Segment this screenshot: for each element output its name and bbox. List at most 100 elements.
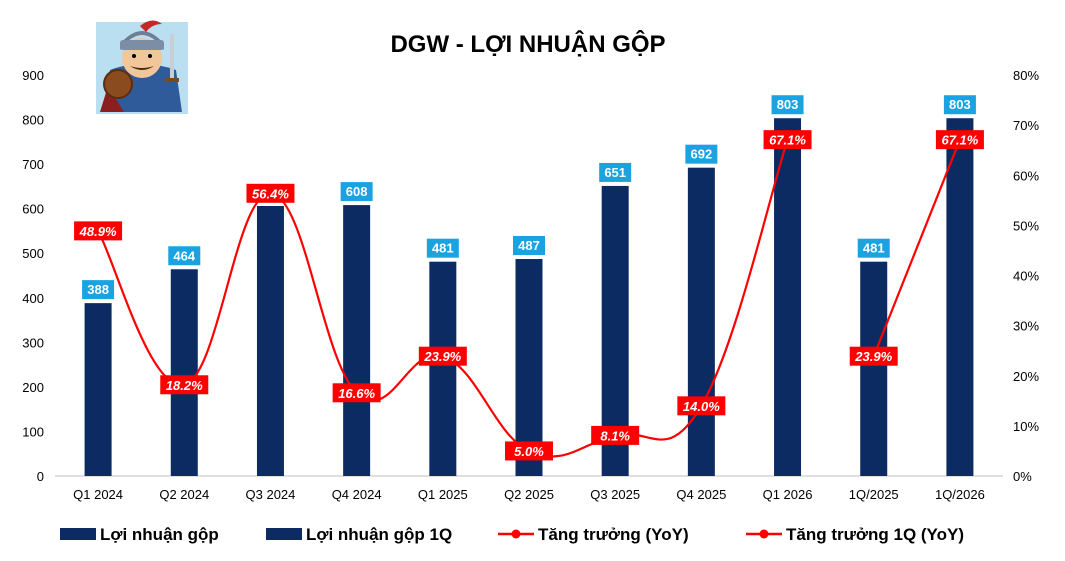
bar-value-label: 608 bbox=[346, 184, 368, 199]
legend-swatch-bar bbox=[60, 528, 96, 540]
legend-swatch-bar bbox=[266, 528, 302, 540]
growth-label-bg bbox=[505, 441, 553, 461]
bar bbox=[170, 269, 198, 476]
y-tick-label: 800 bbox=[22, 113, 44, 128]
bar-label-bg bbox=[340, 182, 373, 202]
y-tick-label: 700 bbox=[22, 157, 44, 172]
growth-value-label: 67.1% bbox=[941, 133, 978, 148]
y-tick-label: 900 bbox=[22, 68, 44, 83]
legend-label: Tăng trưởng (YoY) bbox=[538, 525, 689, 544]
x-tick-label: Q4 2024 bbox=[332, 487, 382, 502]
bar bbox=[687, 167, 715, 477]
legend-item-loi-nhuan-gop: Lợi nhuận gộp bbox=[60, 525, 219, 544]
legend: Lợi nhuận gộp Lợi nhuận gộp 1Q Tăng trưở… bbox=[60, 525, 964, 544]
x-tick-label: Q1 2024 bbox=[73, 487, 123, 502]
growth-label-bg bbox=[418, 346, 467, 366]
y2-tick-label: 20% bbox=[1013, 369, 1039, 384]
x-tick-label: Q1 2025 bbox=[418, 487, 468, 502]
bar-value-label: 481 bbox=[432, 241, 454, 256]
bar bbox=[860, 261, 888, 476]
bar-value-label: 487 bbox=[518, 238, 540, 253]
bar-label-bg bbox=[168, 246, 201, 266]
bars bbox=[84, 118, 974, 477]
y-tick-label: 100 bbox=[22, 424, 44, 439]
growth-value-label: 16.6% bbox=[338, 386, 375, 401]
legend-item-tang-truong: Tăng trưởng (YoY) bbox=[498, 525, 689, 544]
growth-line bbox=[872, 139, 961, 357]
y-axis-right: 0% 10% 20% 30% 40% 50% 60% 70% 80% bbox=[1013, 68, 1039, 484]
y2-tick-label: 40% bbox=[1013, 269, 1039, 284]
growth-label-bg bbox=[332, 383, 381, 403]
bar bbox=[256, 205, 284, 476]
growth-value-label: 5.0% bbox=[514, 444, 544, 459]
bar-value-label: 803 bbox=[949, 97, 971, 112]
y-tick-label: 0 bbox=[37, 469, 44, 484]
bar-value-label: 464 bbox=[173, 248, 195, 263]
y2-tick-label: 10% bbox=[1013, 419, 1039, 434]
y2-tick-label: 70% bbox=[1013, 118, 1039, 133]
y2-tick-label: 30% bbox=[1013, 319, 1039, 334]
growth-value-label: 8.1% bbox=[600, 428, 630, 443]
bar-value-label: 388 bbox=[87, 282, 109, 297]
x-tick-label: 1Q/2025 bbox=[849, 487, 899, 502]
y-tick-label: 200 bbox=[22, 380, 44, 395]
y2-tick-label: 50% bbox=[1013, 218, 1039, 233]
x-tick-label: Q3 2025 bbox=[590, 487, 640, 502]
bar-label-bg bbox=[771, 95, 804, 115]
growth-label-bg bbox=[246, 183, 295, 203]
bar bbox=[343, 205, 371, 476]
bar bbox=[429, 261, 457, 476]
growth-value-label: 14.0% bbox=[683, 399, 720, 414]
growth-label-bg bbox=[763, 130, 812, 150]
growth-label-bg bbox=[74, 221, 123, 241]
growth-value-label: 23.9% bbox=[854, 349, 892, 364]
bar bbox=[84, 303, 112, 476]
growth-label-bg bbox=[677, 396, 726, 416]
growth-value-label: 56.4% bbox=[252, 186, 289, 201]
growth-value-label: 67.1% bbox=[769, 133, 806, 148]
data-labels: 388 464 608 481 487 651 692 803 481 803 48.9% 18.2%… bbox=[74, 95, 984, 461]
bar-value-label: 481 bbox=[863, 241, 885, 256]
y2-tick-label: 0% bbox=[1013, 469, 1032, 484]
bar bbox=[946, 118, 974, 477]
growth-value-label: 48.9% bbox=[79, 224, 117, 239]
y-tick-label: 600 bbox=[22, 202, 44, 217]
legend-item-loi-nhuan-gop-1q: Lợi nhuận gộp 1Q bbox=[266, 525, 452, 544]
bar-label-bg bbox=[685, 144, 718, 164]
knight-mascot-logo bbox=[96, 20, 188, 114]
x-tick-label: Q1 2026 bbox=[763, 487, 813, 502]
y-tick-label: 300 bbox=[22, 335, 44, 350]
bar-label-bg bbox=[513, 236, 545, 256]
growth-value-label: 18.2% bbox=[166, 378, 203, 393]
legend-item-tang-truong-1q: Tăng trưởng 1Q (YoY) bbox=[746, 525, 964, 544]
bar-value-label: 651 bbox=[604, 165, 626, 180]
bar bbox=[515, 259, 543, 476]
y-tick-label: 500 bbox=[22, 246, 44, 261]
growth-label-bg bbox=[591, 425, 640, 445]
bar-label-bg bbox=[82, 280, 115, 300]
x-axis: Q1 2024 Q2 2024 Q3 2024 Q4 2024 Q1 2025 Q2 20… bbox=[73, 487, 985, 502]
y2-tick-label: 60% bbox=[1013, 168, 1039, 183]
legend-label: Lợi nhuận gộp 1Q bbox=[306, 525, 452, 544]
y-tick-label: 400 bbox=[22, 291, 44, 306]
y2-tick-label: 80% bbox=[1013, 68, 1039, 83]
bar-label-bg bbox=[857, 238, 890, 258]
x-tick-label: 1Q/2026 bbox=[935, 487, 985, 502]
growth-label-bg bbox=[935, 130, 984, 150]
x-tick-label: Q2 2024 bbox=[159, 487, 209, 502]
y-axis-left: 0 100 200 300 400 500 600 700 800 900 bbox=[22, 68, 44, 484]
bar-value-label: 692 bbox=[691, 147, 713, 162]
x-tick-label: Q3 2024 bbox=[246, 487, 296, 502]
x-tick-label: Q2 2025 bbox=[504, 487, 554, 502]
legend-label: Lợi nhuận gộp bbox=[100, 525, 219, 544]
legend-marker bbox=[759, 529, 769, 539]
bar bbox=[774, 118, 802, 477]
bar-label-bg bbox=[426, 238, 459, 258]
bar-label-bg bbox=[599, 162, 632, 182]
legend-marker bbox=[511, 529, 521, 539]
chart-title: DGW - LỢI NHUẬN GỘP bbox=[390, 30, 665, 58]
bar-value-label: 803 bbox=[777, 97, 799, 112]
growth-label-bg bbox=[849, 346, 898, 366]
growth-label-bg bbox=[160, 375, 209, 395]
